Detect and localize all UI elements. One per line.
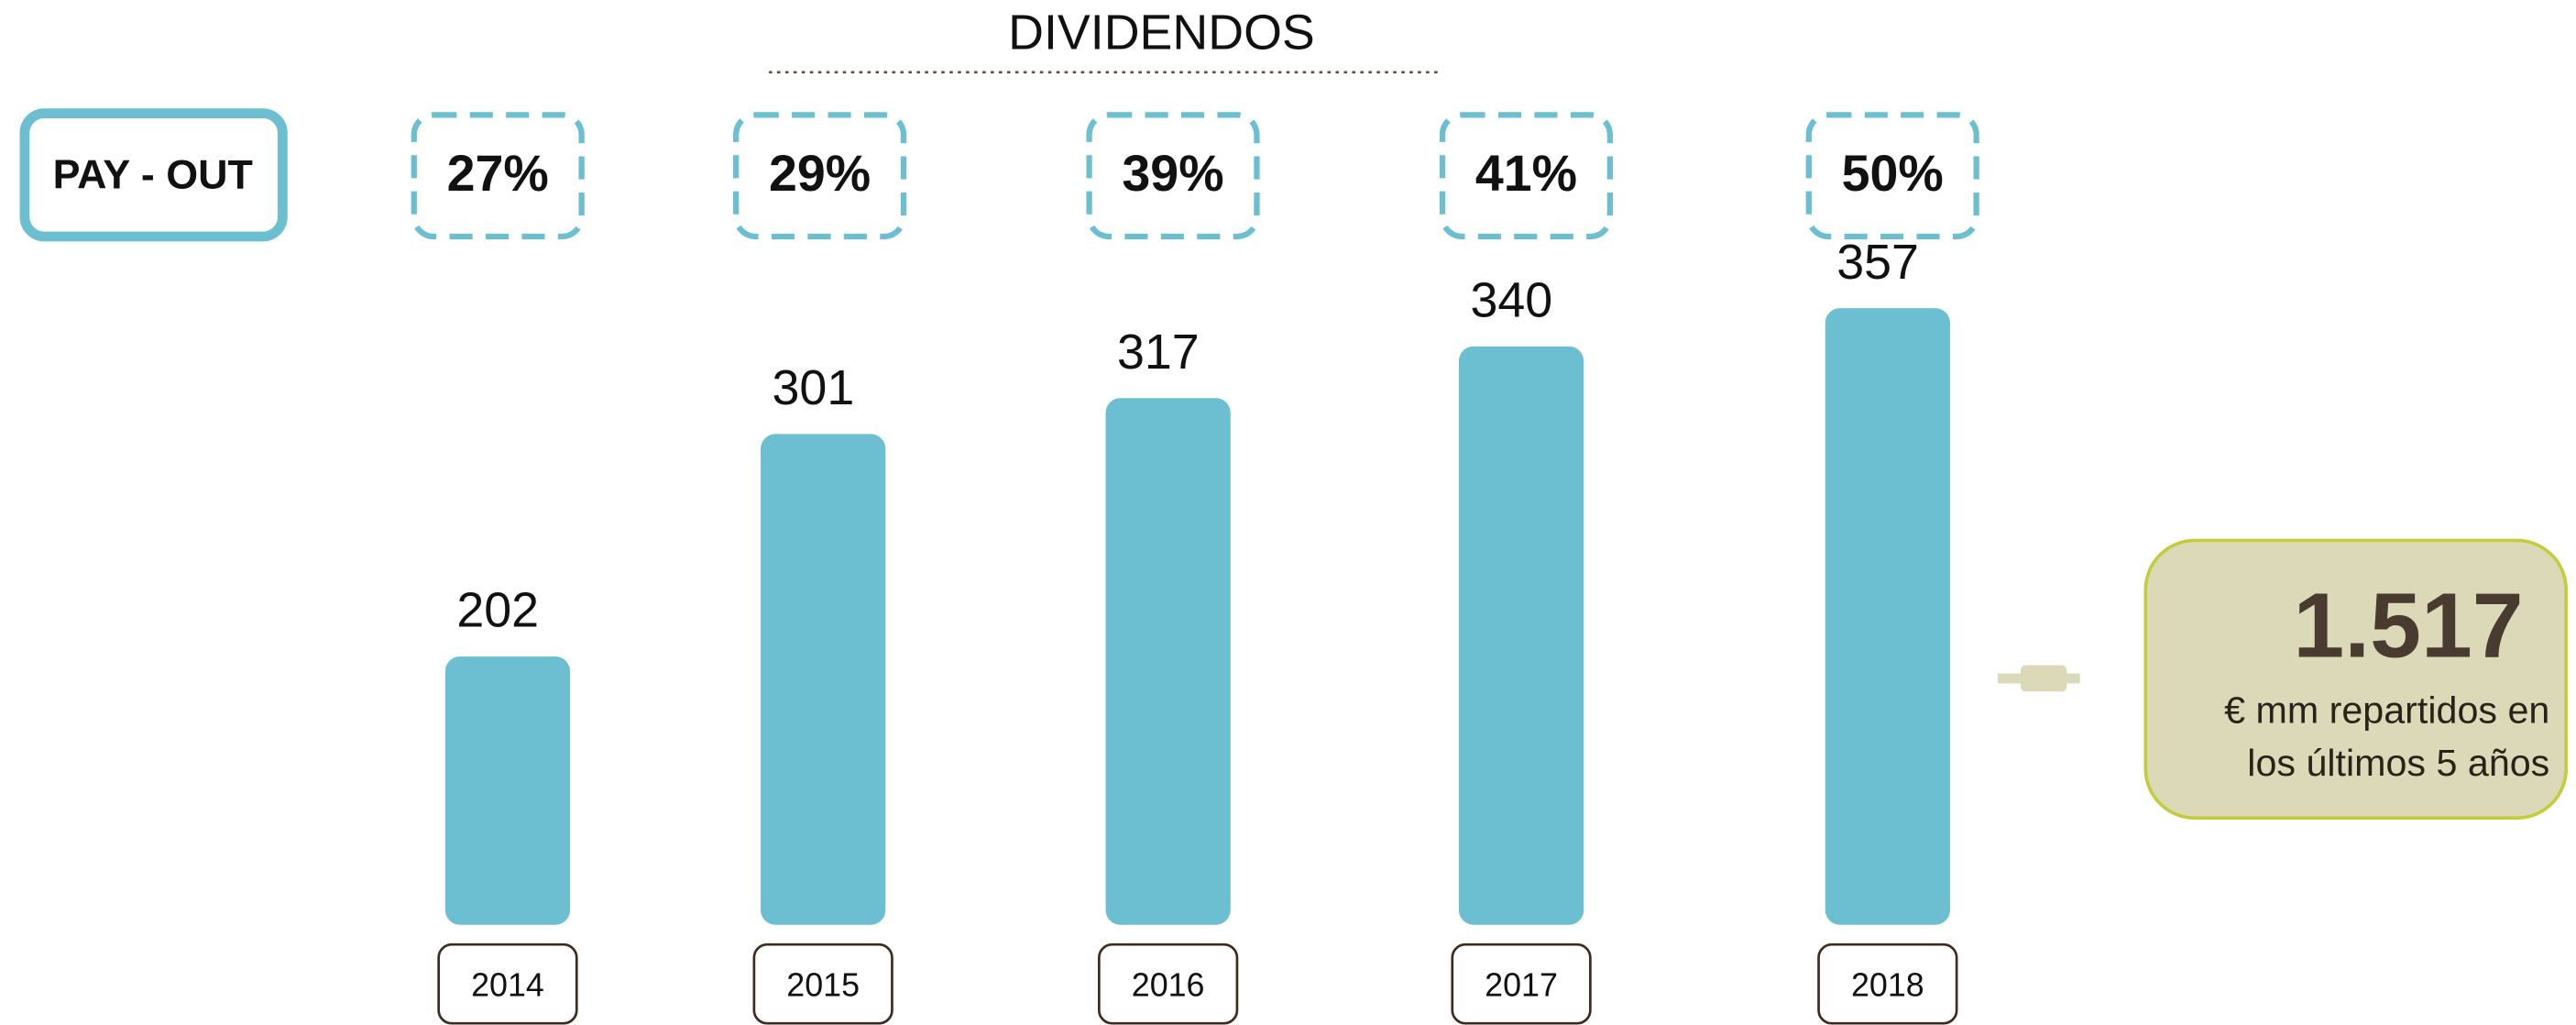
x-tick-label: 2018 (1851, 966, 1924, 1003)
x-tick-label: 2017 (1485, 966, 1558, 1003)
payout-box (1805, 112, 1979, 240)
year-box (437, 942, 578, 1025)
total-value: 1.517 (2293, 574, 2523, 677)
payout-value: 27% (447, 145, 549, 202)
payout-value: 29% (769, 145, 871, 202)
value-label: 202 (456, 583, 539, 638)
x-tick-label: 2015 (786, 966, 860, 1003)
bar (444, 656, 571, 925)
value-label: 317 (1117, 325, 1200, 380)
chart-title: DIVIDENDOS (1008, 6, 1315, 61)
payout-label: PAY - OUT (53, 151, 253, 197)
year-box (1451, 942, 1592, 1025)
total-note: los últimos 5 años (2247, 742, 2549, 784)
bar (1105, 398, 1231, 925)
total-note: € mm repartidos en (2224, 689, 2549, 731)
bar (761, 434, 886, 925)
connector-knob (2021, 665, 2067, 692)
x-tick-label: 2014 (471, 966, 544, 1003)
payout-box (1439, 112, 1614, 240)
payout-value: 50% (1842, 145, 1944, 202)
year-box (752, 942, 893, 1025)
value-label: 340 (1470, 272, 1552, 327)
payout-label-box (19, 108, 288, 242)
payout-box (733, 112, 907, 240)
total-box (2143, 538, 2569, 821)
value-label: 357 (1836, 235, 1919, 290)
year-box (1817, 942, 1958, 1025)
year-box (1097, 942, 1239, 1025)
x-tick-label: 2016 (1132, 966, 1205, 1003)
payout-box (1086, 112, 1260, 240)
value-label: 301 (773, 360, 855, 415)
payout-value: 39% (1122, 145, 1223, 202)
payout-value: 41% (1475, 145, 1577, 202)
bar (1825, 308, 1950, 925)
payout-box (411, 112, 585, 240)
bar (1458, 346, 1584, 925)
